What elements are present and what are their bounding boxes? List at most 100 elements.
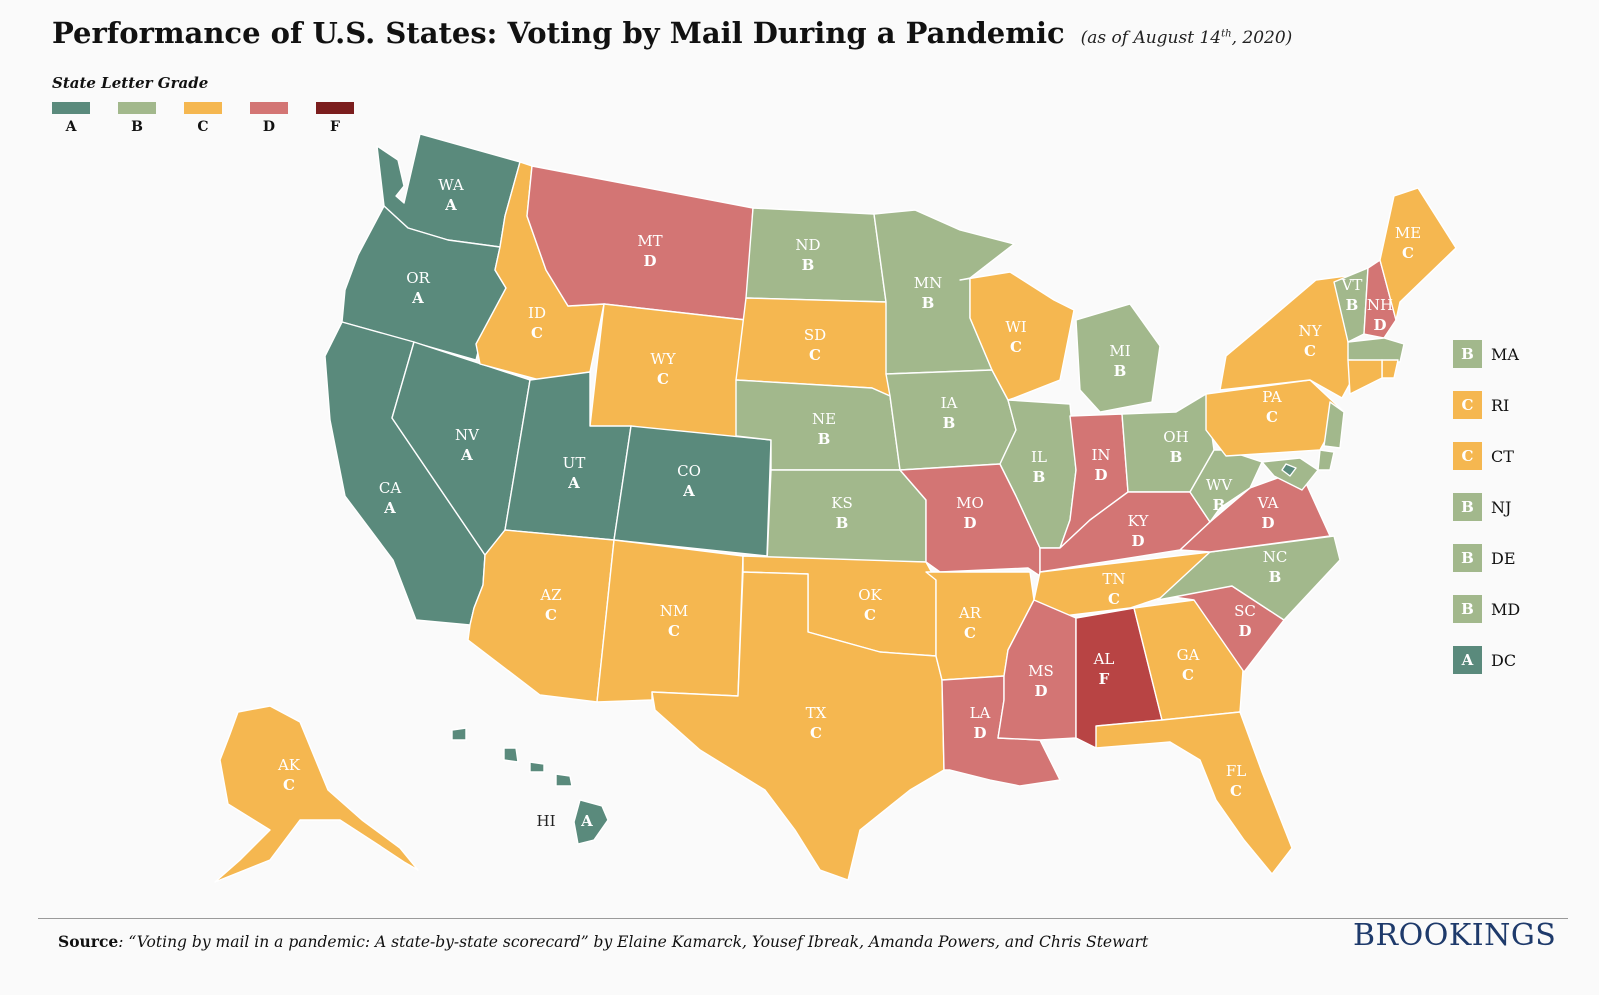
state-label-nh: NH bbox=[1367, 296, 1393, 314]
legend-swatch bbox=[250, 102, 288, 114]
sidebar-state-dc: A DC bbox=[1453, 646, 1520, 674]
state-label-tx: TX bbox=[806, 704, 827, 722]
state-nj bbox=[1323, 401, 1345, 449]
legend-swatch bbox=[118, 102, 156, 114]
state-nd bbox=[745, 207, 887, 303]
state-label-ny: NY bbox=[1298, 322, 1322, 340]
state-grade-wa: A bbox=[444, 196, 457, 214]
state-grade-ia: B bbox=[943, 414, 956, 432]
state-grade-oh: B bbox=[1170, 448, 1183, 466]
sidebar-state-ma: B MA bbox=[1453, 340, 1520, 368]
legend-item-c: C bbox=[184, 102, 250, 135]
state-grade-ak: C bbox=[283, 776, 295, 794]
state-grade-ok: C bbox=[864, 606, 876, 624]
legend-item-a: A bbox=[52, 102, 118, 135]
state-grade-ms: D bbox=[1034, 682, 1047, 700]
state-grade-wy: C bbox=[657, 370, 669, 388]
state-label-al: AL bbox=[1093, 650, 1115, 668]
state-label-fl: FL bbox=[1226, 762, 1246, 780]
state-az bbox=[467, 529, 615, 703]
state-label-va: VA bbox=[1257, 494, 1279, 512]
sidebar-state-abbr: MD bbox=[1491, 599, 1521, 619]
state-grade-il: B bbox=[1033, 468, 1046, 486]
state-wv bbox=[1189, 449, 1263, 523]
state-label-nv: NV bbox=[455, 426, 480, 444]
small-states-sidebar: B MA C RI C CT B NJ B DE B MD A DC bbox=[1453, 340, 1520, 697]
state-grade-sd: C bbox=[809, 346, 821, 364]
state-grade-ky: D bbox=[1131, 532, 1144, 550]
sidebar-state-abbr: MA bbox=[1491, 344, 1519, 364]
state-grade-wi: C bbox=[1010, 338, 1022, 356]
state-nh bbox=[1363, 259, 1397, 339]
state-grade-nm: C bbox=[668, 622, 680, 640]
state-label-wi: WI bbox=[1005, 318, 1026, 336]
state-label-wa: WA bbox=[438, 176, 464, 194]
sidebar-grade-box: B bbox=[1453, 340, 1482, 368]
state-grade-az: C bbox=[545, 606, 557, 624]
state-label-oh: OH bbox=[1163, 428, 1188, 446]
source-note: Source: “Voting by mail in a pandemic: A… bbox=[58, 932, 1148, 951]
state-grade-al: F bbox=[1099, 670, 1110, 688]
brookings-logo: BROOKINGS bbox=[1353, 918, 1557, 953]
sidebar-grade-box: B bbox=[1453, 493, 1482, 521]
state-label-ok: OK bbox=[858, 586, 882, 604]
state-ct bbox=[1347, 359, 1383, 395]
legend-title: State Letter Grade bbox=[52, 74, 209, 92]
legend-label: A bbox=[65, 119, 77, 135]
state-label-nd: ND bbox=[795, 236, 820, 254]
grade-legend: State Letter Grade A B C D F bbox=[52, 74, 382, 135]
sidebar-state-de: B DE bbox=[1453, 544, 1520, 572]
sidebar-grade-box: C bbox=[1453, 391, 1482, 419]
state-grade-or: A bbox=[411, 289, 424, 307]
state-dc bbox=[1281, 463, 1297, 477]
state-nm bbox=[596, 539, 744, 703]
sidebar-state-abbr: NJ bbox=[1491, 497, 1512, 517]
state-label-or: OR bbox=[406, 269, 430, 287]
state-fl bbox=[1095, 711, 1293, 875]
state-label-mn: MN bbox=[914, 274, 942, 292]
state-label-ks: KS bbox=[831, 494, 852, 512]
state-wi bbox=[959, 271, 1075, 401]
state-ma bbox=[1347, 337, 1405, 363]
state-grade-nc: B bbox=[1269, 568, 1282, 586]
state-grade-in: D bbox=[1094, 466, 1107, 484]
state-label-ky: KY bbox=[1128, 512, 1150, 530]
state-grade-nh: D bbox=[1373, 316, 1386, 334]
sidebar-grade-box: B bbox=[1453, 595, 1482, 623]
state-grade-tn: C bbox=[1108, 590, 1120, 608]
state-label-vt: VT bbox=[1341, 276, 1363, 294]
state-grade-pa: C bbox=[1266, 408, 1278, 426]
legend-label: F bbox=[330, 119, 340, 135]
sidebar-state-abbr: DC bbox=[1491, 650, 1517, 670]
state-de bbox=[1317, 449, 1335, 471]
state-grade-id: C bbox=[531, 324, 543, 342]
state-grade-ne: B bbox=[818, 430, 831, 448]
state-label-ut: UT bbox=[563, 454, 586, 472]
state-label-ga: GA bbox=[1177, 646, 1200, 664]
state-label-mo: MO bbox=[956, 494, 984, 512]
state-tx bbox=[651, 571, 945, 881]
sidebar-grade-box: B bbox=[1453, 544, 1482, 572]
state-grade-co: A bbox=[682, 482, 695, 500]
state-label-me: ME bbox=[1395, 224, 1421, 242]
state-grade-mt: D bbox=[643, 252, 656, 270]
state-label-ak: AK bbox=[277, 756, 301, 774]
state-label-ca: CA bbox=[379, 479, 401, 497]
subtitle-sup: th bbox=[1221, 28, 1232, 40]
state-label-ar: AR bbox=[958, 604, 982, 622]
state-me bbox=[1379, 187, 1457, 321]
state-label-nc: NC bbox=[1263, 548, 1288, 566]
legend-label: B bbox=[131, 119, 143, 135]
state-grade-mi: B bbox=[1114, 362, 1127, 380]
state-grade-la: D bbox=[973, 724, 986, 742]
state-grade-ny: C bbox=[1304, 342, 1316, 360]
state-label-in: IN bbox=[1091, 446, 1110, 464]
sidebar-state-abbr: RI bbox=[1491, 395, 1510, 415]
state-label-tn: TN bbox=[1102, 570, 1125, 588]
state-grade-mn: B bbox=[922, 294, 935, 312]
state-grade-nd: B bbox=[802, 256, 815, 274]
state-label-ia: IA bbox=[941, 394, 958, 412]
state-label-wy: WY bbox=[650, 350, 676, 368]
state-grade-fl: C bbox=[1230, 782, 1242, 800]
